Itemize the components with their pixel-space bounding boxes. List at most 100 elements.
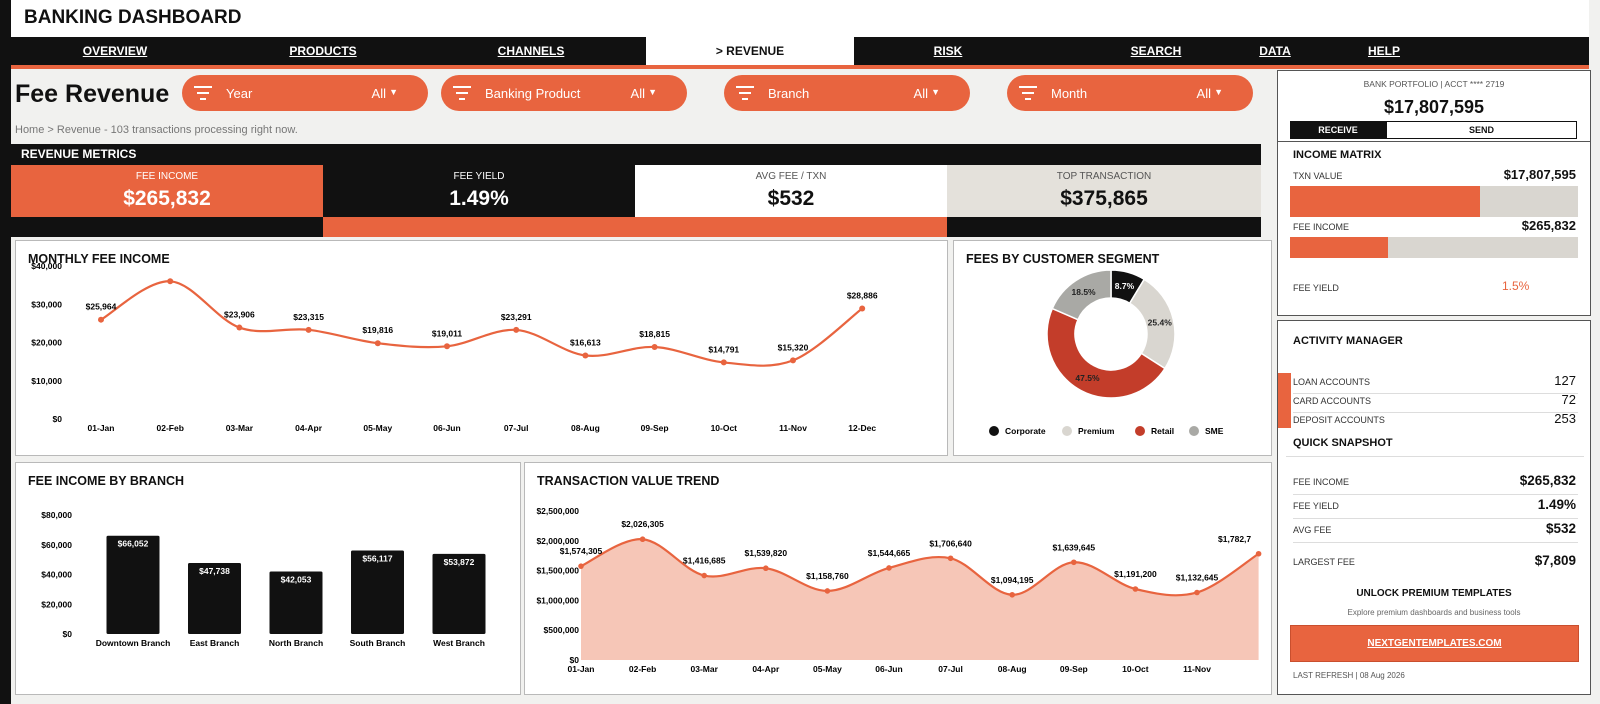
filter-icon xyxy=(1019,86,1037,100)
data-point xyxy=(236,324,243,331)
divider xyxy=(1286,456,1584,457)
data-point xyxy=(859,305,866,312)
x-tick-label: West Branch xyxy=(433,638,485,648)
slice-label: 47.5% xyxy=(1075,373,1100,383)
filter-year-value: All xyxy=(371,86,386,101)
kpi-label: FEE INCOME xyxy=(135,171,199,182)
filter-month[interactable]: Month All ▼ xyxy=(1007,75,1253,111)
data-label: $2,026,305 xyxy=(621,519,664,529)
receive-button[interactable]: RECEIVE xyxy=(1290,121,1386,139)
fee-income-bar-track xyxy=(1290,237,1578,258)
x-tick-label: 07-Jul xyxy=(504,423,529,433)
data-label: $15,320 xyxy=(778,342,809,352)
snap-avg-fee-label: AVG FEE xyxy=(1293,525,1332,535)
data-point xyxy=(305,326,312,333)
legend-marker xyxy=(1189,426,1199,436)
fee-yield-value: 1.5% xyxy=(1502,279,1530,293)
x-tick-label: 08-Aug xyxy=(998,664,1027,674)
data-point xyxy=(947,555,954,562)
data-point xyxy=(886,565,892,571)
bar-value-label: $56,117 xyxy=(362,554,393,564)
nav-search[interactable]: SEARCH xyxy=(1130,44,1182,58)
data-label: $23,291 xyxy=(501,312,532,322)
bar xyxy=(106,535,160,634)
kpi-fee-income: FEE INCOME $265,832 xyxy=(11,165,323,217)
filter-year[interactable]: Year All ▼ xyxy=(182,75,428,111)
bar xyxy=(351,550,404,634)
filter-year-label: Year xyxy=(226,86,253,101)
data-point xyxy=(1255,550,1262,557)
data-label: $1,706,640 xyxy=(929,538,972,548)
filter-banking-product[interactable]: Banking Product All ▼ xyxy=(441,75,687,111)
nav-help[interactable]: HELP xyxy=(1367,44,1401,58)
bar-value-label: $66,052 xyxy=(118,539,149,549)
bar-value-label: $53,872 xyxy=(444,557,475,567)
kpi-value: $265,832 xyxy=(123,187,211,210)
filter-icon xyxy=(736,86,754,100)
x-tick-label: 05-May xyxy=(363,423,392,433)
kpi-value: $375,865 xyxy=(1060,187,1148,210)
data-label: $19,011 xyxy=(432,328,463,338)
x-tick-label: 07-Jul xyxy=(938,664,963,674)
kpi-value: 1.49% xyxy=(449,187,509,210)
send-button[interactable]: SEND xyxy=(1386,121,1577,139)
promo-title: UNLOCK PREMIUM TEMPLATES xyxy=(1356,588,1512,599)
activity-manager-title: ACTIVITY MANAGER xyxy=(1293,335,1403,347)
portfolio-value: $17,807,595 xyxy=(1383,97,1485,117)
data-point xyxy=(639,536,646,543)
nav-overview[interactable]: OVERVIEW xyxy=(82,44,148,58)
y-tick-label: $60,000 xyxy=(41,540,72,550)
x-tick-label: Downtown Branch xyxy=(96,638,171,648)
filter-month-value: All xyxy=(1196,86,1211,101)
fee-income-amount: $265,832 xyxy=(1521,218,1576,233)
data-label: $1,094,195 xyxy=(991,575,1034,585)
slice-label: 8.7% xyxy=(1115,281,1135,291)
x-tick-label: East Branch xyxy=(190,638,240,648)
income-matrix-title: INCOME MATRIX xyxy=(1293,149,1382,161)
filter-branch-label: Branch xyxy=(768,86,810,101)
nav-products[interactable]: PRODUCTS xyxy=(289,44,357,58)
last-refresh: LAST REFRESH | 08 Aug 2026 xyxy=(1293,671,1405,680)
data-point xyxy=(824,588,831,594)
x-tick-label: 08-Aug xyxy=(571,423,600,433)
nav-revenue-label: > REVENUE xyxy=(715,44,785,58)
kpi-label: TOP TRANSACTION xyxy=(1056,171,1152,182)
x-tick-label: 03-Mar xyxy=(690,664,718,674)
divider xyxy=(1293,393,1578,394)
card-accounts-value: 72 xyxy=(1561,392,1576,407)
nav-risk[interactable]: RISK xyxy=(933,44,963,58)
nav-data[interactable]: DATA xyxy=(1259,44,1291,58)
y-tick-label: $40,000 xyxy=(41,570,72,580)
txn-value-bar-track xyxy=(1290,186,1578,217)
filter-product-label: Banking Product xyxy=(485,86,581,101)
kpi-label: FEE YIELD xyxy=(453,171,505,182)
quick-snapshot-title: QUICK SNAPSHOT xyxy=(1293,437,1393,449)
divider xyxy=(1293,518,1578,519)
snap-avg-fee-value: $532 xyxy=(1545,521,1576,536)
snap-fee-yield-label: FEE YIELD xyxy=(1293,501,1339,511)
data-point xyxy=(374,340,381,347)
promo-link-button[interactable]: NEXTGENTEMPLATES.COM xyxy=(1290,625,1579,662)
chevron-down-icon: ▼ xyxy=(389,87,398,97)
data-label: $28,886 xyxy=(847,291,878,301)
chart-title: MONTHLY FEE INCOME xyxy=(28,252,170,266)
nav-revenue-active[interactable]: > REVENUE xyxy=(646,37,854,65)
kpi-top-transaction: TOP TRANSACTION $375,865 xyxy=(947,165,1261,217)
deposit-accounts-value: 253 xyxy=(1554,411,1576,426)
divider xyxy=(1293,494,1578,495)
data-point xyxy=(651,344,658,351)
nav-channels[interactable]: CHANNELS xyxy=(497,44,565,58)
kpi-strip xyxy=(635,217,947,237)
y-tick-label: $2,500,000 xyxy=(536,506,579,516)
card-accounts-label: CARD ACCOUNTS xyxy=(1293,396,1372,406)
y-tick-label: $0 xyxy=(63,629,73,639)
y-tick-label: $30,000 xyxy=(31,299,62,309)
data-point xyxy=(98,316,104,323)
data-point xyxy=(1009,591,1015,598)
chevron-down-icon: ▼ xyxy=(648,87,657,97)
app-title: BANKING DASHBOARD xyxy=(24,7,242,28)
transaction-value-trend-chart: $0 $500,000 $1,000,000 $1,500,000 $2,000,000… xyxy=(536,506,1262,674)
divider xyxy=(1293,542,1578,543)
filter-branch[interactable]: Branch All ▼ xyxy=(724,75,970,111)
y-tick-label: $20,000 xyxy=(41,599,72,609)
